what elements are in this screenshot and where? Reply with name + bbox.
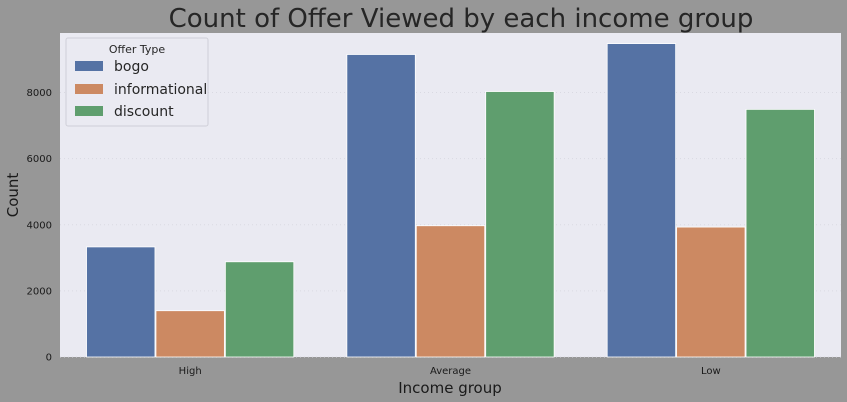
bar-informational-low bbox=[676, 226, 746, 358]
bar-discount-high bbox=[224, 261, 295, 358]
bar-discount-low bbox=[745, 108, 815, 358]
legend-label-discount: discount bbox=[114, 104, 174, 120]
y-tick-label: 6000 bbox=[27, 154, 52, 165]
y-axis-label: Count bbox=[4, 173, 22, 218]
legend-label-informational: informational bbox=[114, 82, 207, 98]
legend-swatch-informational bbox=[75, 84, 103, 94]
legend-box bbox=[65, 37, 209, 127]
chart-title: Count of Offer Viewed by each income gro… bbox=[169, 4, 754, 34]
bar-bogo-average bbox=[346, 54, 416, 358]
bar-discount-average bbox=[485, 91, 555, 358]
y-tick-label: 4000 bbox=[27, 220, 52, 231]
bar-informational-average bbox=[415, 225, 486, 358]
y-tick-label: 0 bbox=[46, 353, 52, 364]
ticks-layer: 0 2000 4000 6000 8000 High Average Low bbox=[27, 88, 721, 377]
legend-swatch-discount bbox=[75, 106, 103, 116]
bar-bogo-low bbox=[606, 43, 677, 358]
legend-swatch-bogo bbox=[75, 61, 103, 71]
legend-label-bogo: bogo bbox=[114, 59, 149, 75]
x-axis-label: Income group bbox=[398, 379, 502, 397]
y-tick-label: 8000 bbox=[27, 88, 52, 99]
x-tick-label: Average bbox=[430, 366, 471, 377]
bar-bogo-high bbox=[86, 246, 156, 358]
y-tick-label: 2000 bbox=[27, 286, 52, 297]
x-tick-label: High bbox=[179, 366, 202, 377]
bar-informational-high bbox=[155, 310, 225, 358]
x-tick-label: Low bbox=[701, 366, 721, 377]
legend: Offer Type bogo informational discount bbox=[65, 37, 209, 127]
bars-layer bbox=[86, 43, 815, 358]
legend-title: Offer Type bbox=[109, 43, 166, 56]
